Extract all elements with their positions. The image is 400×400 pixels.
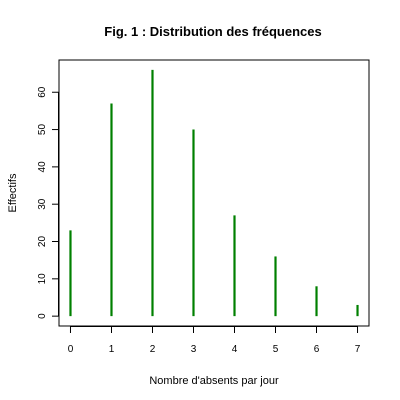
x-tick-label: 2 xyxy=(150,344,156,355)
x-tick-label: 6 xyxy=(314,344,320,355)
y-tick-label: 0 xyxy=(37,313,48,319)
y-tick-label: 10 xyxy=(37,273,48,285)
y-axis: 0 10 20 30 40 50 60 xyxy=(37,86,59,319)
x-tick-label: 5 xyxy=(273,344,279,355)
bars-group xyxy=(69,69,359,317)
x-tick-label: 3 xyxy=(191,344,197,355)
plot-frame xyxy=(58,59,370,327)
x-axis-label: Nombre d'absents par jour xyxy=(149,375,279,387)
y-tick-label: 40 xyxy=(37,161,48,173)
y-tick-label: 50 xyxy=(37,124,48,136)
x-tick-label: 0 xyxy=(68,344,74,355)
x-tick-label: 7 xyxy=(355,344,361,355)
chart-title: Fig. 1 : Distribution des fréquences xyxy=(104,24,321,39)
x-tick-label: 1 xyxy=(109,344,115,355)
x-tick-label: 4 xyxy=(232,344,238,355)
x-axis: 0 1 2 3 4 5 6 7 xyxy=(68,326,361,355)
y-tick-label: 30 xyxy=(37,198,48,210)
y-axis-label: Effectifs xyxy=(7,173,19,212)
y-tick-label: 60 xyxy=(37,86,48,98)
y-tick-label: 20 xyxy=(37,236,48,248)
